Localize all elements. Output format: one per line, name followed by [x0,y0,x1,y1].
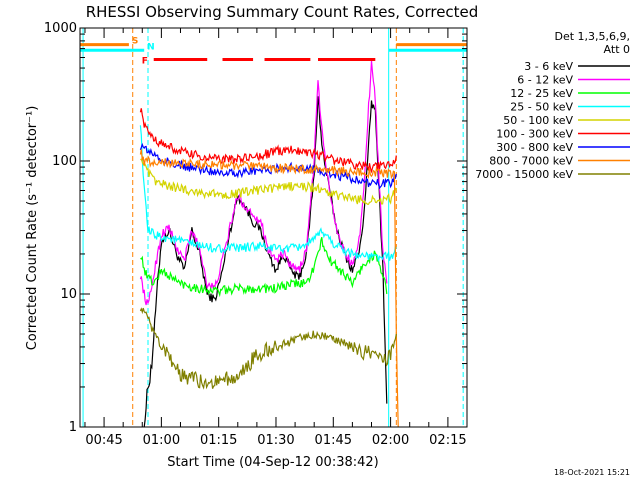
legend-header-line-2: Att 0 [604,43,630,56]
y-tick-label: 1 [69,420,77,435]
legend-label-3-6-kev: 3 - 6 keV [524,60,573,73]
flag-label-f: F [142,56,148,66]
legend-label-800-7000-kev: 800 - 7000 keV [489,155,573,168]
legend-label-300-800-kev: 300 - 800 keV [496,141,573,154]
legend-label-50-100-kev: 50 - 100 keV [503,114,573,127]
chart-title: RHESSI Observing Summary Count Rates, Co… [86,3,479,21]
legend-label-7000-15000-kev: 7000 - 15000 keV [475,168,573,181]
series-line-3-6-kev [143,96,388,427]
series-line-800-7000-kev [139,149,399,427]
x-tick-label: 01:30 [257,433,294,448]
x-tick-label: 01:15 [200,433,237,448]
legend-label-25-50-kev: 25 - 50 keV [510,101,573,114]
series-line-25-50-kev [139,125,397,262]
series-line-6-12-kev [139,60,388,306]
plot-frame [79,27,468,428]
series-line-7000-15000-kev [139,307,397,390]
series-line-100-300-kev [139,108,397,174]
x-axis-label: Start Time (04-Sep-12 00:38:42) [167,455,378,470]
footer-timestamp: 18-Oct-2021 15:21 [554,468,630,477]
legend-label-100-300-kev: 100 - 300 keV [496,128,573,141]
y-axis: 1 10 100 1000 [44,21,467,435]
legend-label-12-25-kev: 12 - 25 keV [510,87,573,100]
y-tick-label: 100 [52,154,77,169]
x-tick-label: 01:00 [143,433,180,448]
flag-label-s: S [132,37,138,47]
y-axis-label: Corrected Count Rate (s⁻¹ detector⁻¹) [25,106,40,351]
y-tick-label: 10 [60,287,77,302]
flag-label-n: N [147,42,155,52]
x-tick-label: 02:00 [372,433,409,448]
legend-header-line-1: Det 1,3,5,6,9, [554,30,630,43]
x-tick-label: 02:15 [429,433,466,448]
series-line-12-25-kev [140,237,388,298]
vertical-markers [82,28,464,427]
x-axis: 00:45 01:00 01:15 01:30 01:45 02:00 02:15 [84,28,468,448]
y-tick-label: 1000 [44,21,77,36]
x-tick-label: 01:45 [315,433,352,448]
x-tick-label: 00:45 [85,433,122,448]
flag-bars: SNF [80,37,467,66]
series-layer [139,60,399,427]
series-line-50-100-kev [140,158,397,205]
legend-label-6-12-kev: 6 - 12 keV [517,74,573,87]
